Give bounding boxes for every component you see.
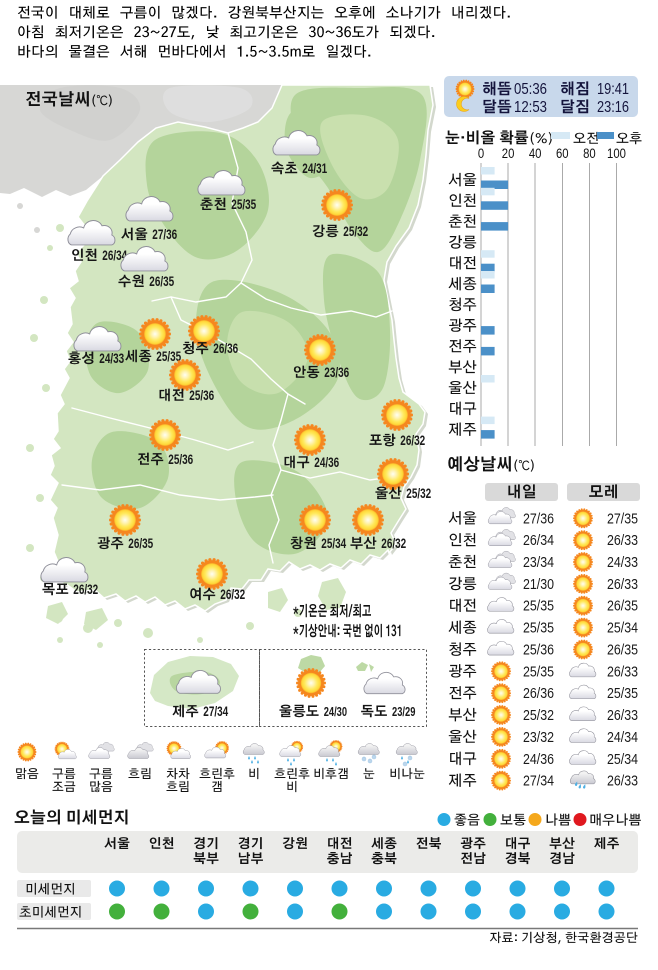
svg-text:26/33: 26/33: [607, 664, 638, 680]
svg-text:27/34: 27/34: [523, 774, 554, 790]
svg-text:25/36: 25/36: [168, 452, 193, 467]
svg-text:25/35: 25/35: [523, 664, 554, 680]
svg-text:25/36: 25/36: [189, 388, 214, 403]
svg-text:27/36: 27/36: [152, 227, 177, 242]
svg-text:27/34: 27/34: [203, 704, 228, 719]
svg-text:26/32: 26/32: [73, 582, 98, 597]
svg-text:24/33: 24/33: [99, 351, 124, 366]
svg-text:26/33: 26/33: [607, 774, 638, 790]
svg-text:23/36: 23/36: [324, 365, 349, 380]
svg-text:26/33: 26/33: [607, 708, 638, 724]
svg-text:80: 80: [583, 146, 596, 161]
svg-text:100: 100: [607, 146, 626, 161]
svg-text:21/30: 21/30: [523, 577, 554, 593]
svg-text:60: 60: [556, 146, 569, 161]
svg-text:27/36: 27/36: [523, 511, 554, 527]
svg-text:25/35: 25/35: [156, 349, 181, 364]
svg-text:26/36: 26/36: [213, 341, 238, 356]
svg-text:05:36: 05:36: [514, 81, 547, 98]
svg-text:26/35: 26/35: [149, 274, 174, 289]
svg-text:25/35: 25/35: [607, 686, 638, 702]
svg-text:24/30: 24/30: [324, 704, 347, 719]
svg-text:26/35: 26/35: [128, 536, 153, 551]
svg-text:40: 40: [529, 146, 542, 161]
svg-text:24/36: 24/36: [314, 455, 339, 470]
svg-text:26/34: 26/34: [523, 533, 554, 549]
svg-text:25/32: 25/32: [343, 224, 368, 239]
svg-text:26/35: 26/35: [607, 599, 638, 615]
svg-text:26/32: 26/32: [381, 536, 406, 551]
svg-text:19:41: 19:41: [597, 81, 629, 98]
svg-text:20: 20: [502, 146, 515, 161]
svg-text:25/36: 25/36: [523, 643, 554, 659]
svg-text:24/33: 24/33: [607, 555, 638, 571]
svg-text:23/34: 23/34: [523, 555, 554, 571]
svg-text:12:53: 12:53: [514, 99, 547, 116]
svg-text:26/33: 26/33: [607, 577, 638, 593]
svg-text:25/35: 25/35: [523, 599, 554, 615]
svg-text:25/32: 25/32: [523, 708, 554, 724]
svg-text:26/33: 26/33: [607, 533, 638, 549]
svg-text:0: 0: [478, 146, 484, 161]
svg-text:26/32: 26/32: [220, 587, 245, 602]
svg-text:26/32: 26/32: [400, 433, 425, 448]
svg-text:23/32: 23/32: [523, 730, 554, 746]
svg-text:24/36: 24/36: [523, 752, 554, 768]
svg-text:26/35: 26/35: [607, 643, 638, 659]
svg-text:26/34: 26/34: [102, 248, 127, 263]
svg-text:25/32: 25/32: [406, 486, 431, 501]
svg-text:24/31: 24/31: [302, 161, 327, 176]
svg-text:25/35: 25/35: [231, 197, 256, 212]
svg-text:23:16: 23:16: [597, 99, 629, 116]
svg-text:23/29: 23/29: [392, 704, 415, 719]
svg-text:27/35: 27/35: [607, 511, 638, 527]
svg-text:25/34: 25/34: [607, 621, 638, 637]
svg-text:25/35: 25/35: [523, 621, 554, 637]
svg-text:24/34: 24/34: [607, 730, 638, 746]
svg-text:25/34: 25/34: [607, 752, 638, 768]
svg-text:26/36: 26/36: [523, 686, 554, 702]
svg-text:25/34: 25/34: [321, 536, 346, 551]
